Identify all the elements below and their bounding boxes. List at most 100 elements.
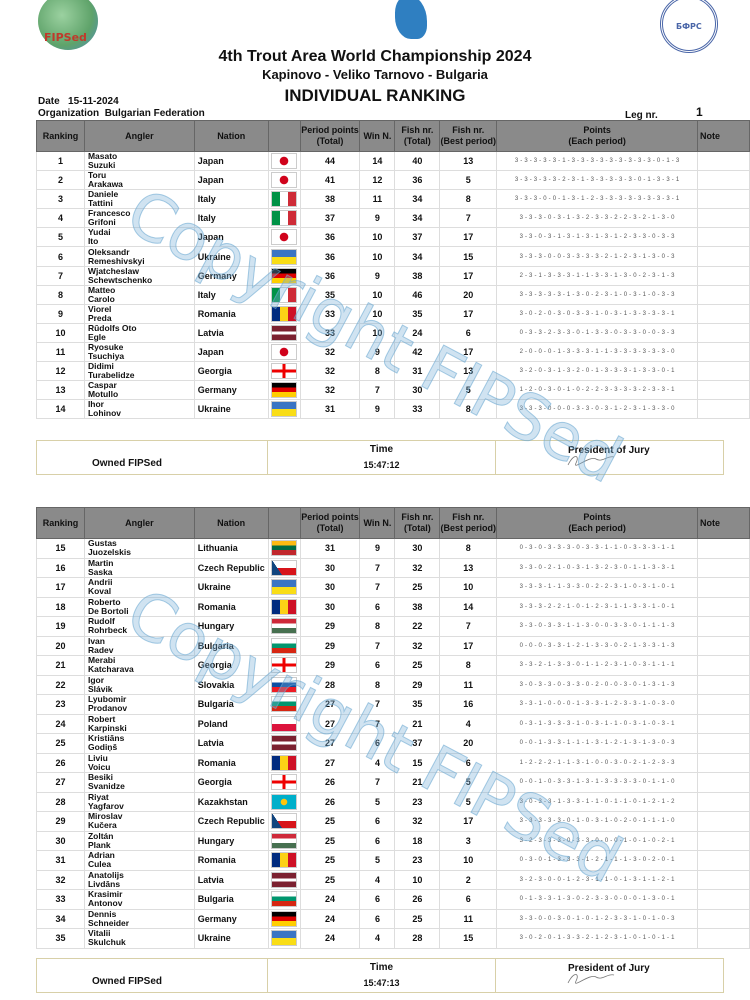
rank-cell: 5 [36,227,85,248]
win-n-cell: 7 [359,635,396,656]
nation-cell: Germany [193,380,269,401]
win-n-cell: 11 [359,189,396,210]
nation-cell: Italy [193,208,269,229]
time-label: Time [369,444,394,455]
flag-cell [267,908,301,929]
president-label: President of Jury [568,445,650,456]
fish-best-cell: 16 [439,694,498,715]
flag-cell [267,577,301,598]
period-points-cell: 29 [299,635,361,656]
nation-cell: Romania [193,596,269,617]
date-label: Date [38,96,60,107]
win-n-cell: 6 [359,889,396,910]
period-points-cell: 36 [299,246,361,267]
fish-total-cell: 23 [394,850,441,871]
flag-cell [267,655,301,676]
fish-total-cell: 23 [394,791,441,812]
angler-cell: Dennis Schneider [83,908,195,929]
fish-total-cell: 32 [394,811,441,832]
points-each-period-cell: 1 - 2 - 2 - 2 - 1 - 1 - 3 - 1 - 0 - 0 - … [496,752,699,773]
win-n-cell: 4 [359,869,396,890]
points-each-period-cell: 3 - 3 - 0 - 3 - 3 - 1 - 1 - 3 - 0 - 0 - … [496,616,699,637]
column-header-fish-total: Fish nr. (Total) [394,507,441,539]
period-points-cell: 32 [299,341,361,363]
period-points-cell: 25 [299,869,361,890]
flag-cell [267,635,301,656]
win-n-cell: 8 [359,616,396,637]
angler-last-name: Grifoni [87,217,116,228]
win-n-cell: 7 [359,380,396,401]
note-cell [697,189,750,210]
angler-cell: Wjatcheslaw Schewtschenko [83,265,195,286]
time-cell: Time 15:47:13 [268,959,496,992]
angler-first-name: Masato [87,151,118,162]
angler-cell: Robert Karpinski [83,713,195,734]
table-row: 11 Ryosuke Tsuchiya Japan 32 9 42 17 2 - 0 - 0 -… [36,341,750,363]
nation-cell: Latvia [193,869,269,890]
flag-icon [271,871,298,888]
fish-best-cell: 17 [439,265,498,286]
rank-cell: 23 [36,694,85,715]
angler-cell: Riyat Yagfarov [83,791,195,812]
period-points-cell: 33 [299,322,361,343]
note-cell [697,265,750,286]
win-n-cell: 14 [359,150,396,172]
fish-total-cell: 32 [394,635,441,656]
angler-cell: Roberto De Bortoli [83,596,195,617]
table-row: 19 Rudolf Rohrbeck Hungary 29 8 22 7 3 - 3 - 0 -… [36,616,750,637]
owned-cell: Owned FIPSed [37,441,268,474]
flag-cell [267,596,301,617]
angler-cell: Kristiāns Godiņš [83,733,195,754]
fish-best-cell: 15 [439,928,498,949]
flag-icon [271,910,298,927]
points-each-period-cell: 3 - 3 - 0 - 0 - 3 - 0 - 1 - 0 - 1 - 2 - … [496,908,699,929]
note-cell [697,538,750,559]
president-label: President of Jury [568,963,650,974]
fish-total-cell: 46 [394,284,441,305]
table-row: 29 Miroslav Kučera Czech Republic 25 6 32 17 3 -… [36,811,750,832]
ranking-table: Ranking Angler Nation Period points (Total)… [36,507,750,949]
flag-cell [267,850,301,871]
time-cell: Time 15:47:12 [268,441,496,474]
angler-last-name: Slávik [87,683,113,694]
fish-total-cell: 33 [394,399,441,420]
table-row: 5 Yudai Ito Japan 36 10 37 17 3 - 3 - 0 - 3 - 1 … [36,227,750,248]
angler-first-name: Krasimir [87,889,123,900]
angler-first-name: Ihor [87,399,104,410]
angler-last-name: Ito [87,236,99,247]
angler-first-name: Besiki [87,772,113,783]
rank-cell: 35 [36,928,85,949]
organization-value: Bulgarian Federation [104,108,205,119]
organization-label: Organization [38,108,100,119]
fish-best-cell: 5 [439,772,498,793]
ranking-heading: INDIVIDUAL RANKING [284,86,466,105]
angler-first-name: Ivan [87,636,105,646]
points-each-period-cell: 0 - 3 - 3 - 2 - 3 - 3 - 0 - 1 - 3 - 3 - … [496,322,699,343]
note-cell [697,227,750,248]
angler-cell: Igor Slávik [83,674,195,695]
flag-icon [271,210,298,227]
column-header-flag [267,120,301,152]
table-row: 17 Andrii Koval Ukraine 30 7 25 10 3 - 3 - 3 - 1… [36,577,750,598]
table-row: 2 Toru Arakawa Japan 41 12 36 5 3 - 3 - 3 - 3 - … [36,170,750,191]
angler-last-name: Godiņš [87,742,118,753]
angler-cell: Zoltán Plank [83,830,195,851]
ranking-table: Ranking Angler Nation Period points (Total)… [36,120,750,420]
points-each-period-cell: 0 - 0 - 0 - 3 - 3 - 1 - 2 - 1 - 3 - 3 - … [496,635,699,656]
fish-total-cell: 25 [394,577,441,598]
table-row: 34 Dennis Schneider Germany 24 6 25 11 3 - 3 - 0… [36,908,750,929]
angler-last-name: Livdāns [87,878,121,889]
period-points-cell: 29 [299,655,361,676]
win-n-cell: 5 [359,850,396,871]
nation-cell: Bulgaria [193,694,269,715]
period-points-cell: 25 [299,811,361,832]
flag-icon [271,832,298,849]
flag-cell [267,772,301,793]
nation-cell: Japan [193,150,269,172]
points-each-period-cell: 3 - 3 - 3 - 3 - 3 - 2 - 3 - 1 - 3 - 3 - … [496,170,699,191]
table-row: 10 Rūdolfs Oto Egle Latvia 33 10 24 6 0 - 3 - 3 … [36,322,750,343]
period-points-cell: 24 [299,928,361,949]
fish-best-cell: 20 [439,733,498,754]
win-n-cell: 10 [359,246,396,267]
flag-cell [267,538,301,559]
